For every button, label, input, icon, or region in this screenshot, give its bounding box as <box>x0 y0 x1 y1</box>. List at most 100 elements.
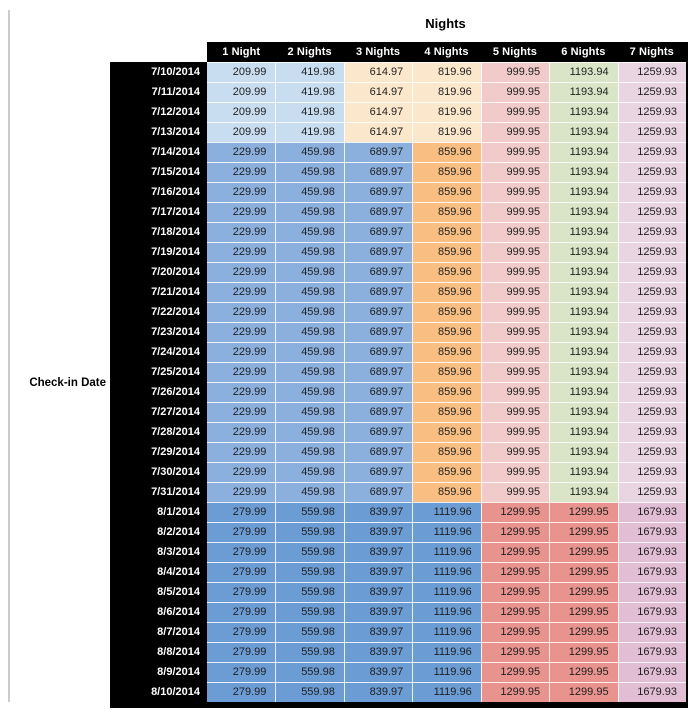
price-cell: 859.96 <box>412 422 481 442</box>
price-cell: 419.98 <box>275 62 344 82</box>
price-cell: 689.97 <box>343 242 413 262</box>
price-cell: 1119.96 <box>412 682 481 702</box>
price-cell: 1299.95 <box>549 642 618 662</box>
price-cell: 209.99 <box>207 82 276 102</box>
price-cell: 559.98 <box>275 642 344 662</box>
price-cell: 689.97 <box>343 302 413 322</box>
price-cell: 459.98 <box>275 302 344 322</box>
price-cell: 689.97 <box>343 362 413 382</box>
price-cell: 279.99 <box>207 662 276 682</box>
price-cell: 1299.95 <box>480 622 550 642</box>
price-cell: 1299.95 <box>480 682 550 702</box>
price-cell: 1299.95 <box>480 602 550 622</box>
price-cell: 689.97 <box>343 342 413 362</box>
column-header-2-nights: 2 Nights <box>275 42 344 62</box>
price-cell: 839.97 <box>343 662 413 682</box>
price-cell: 1259.93 <box>617 402 686 422</box>
price-cell: 209.99 <box>207 62 276 82</box>
row-header-date: 7/26/2014 <box>110 382 207 402</box>
price-cell: 229.99 <box>207 382 276 402</box>
price-cell: 689.97 <box>343 222 413 242</box>
row-header-date: 7/23/2014 <box>110 322 207 342</box>
price-cell: 1193.94 <box>549 422 618 442</box>
price-cell: 559.98 <box>275 562 344 582</box>
price-cell: 229.99 <box>207 202 276 222</box>
price-cell: 1679.93 <box>617 642 686 662</box>
price-cell: 229.99 <box>207 182 276 202</box>
row-header-date: 7/28/2014 <box>110 422 207 442</box>
row-header-date: 8/5/2014 <box>110 582 207 602</box>
price-cell: 1259.93 <box>617 162 686 182</box>
price-cell: 1259.93 <box>617 482 686 502</box>
price-cell: 279.99 <box>207 642 276 662</box>
price-cell: 1259.93 <box>617 422 686 442</box>
row-header-date: 7/16/2014 <box>110 182 207 202</box>
price-cell: 1259.93 <box>617 142 686 162</box>
price-cell: 1193.94 <box>549 482 618 502</box>
price-cell: 1193.94 <box>549 62 618 82</box>
price-cell: 819.96 <box>412 62 481 82</box>
row-header-date: 7/11/2014 <box>110 82 207 102</box>
price-cell: 229.99 <box>207 162 276 182</box>
price-cell: 859.96 <box>412 262 481 282</box>
row-header-date: 8/4/2014 <box>110 562 207 582</box>
price-cell: 229.99 <box>207 282 276 302</box>
price-cell: 1299.95 <box>549 582 618 602</box>
price-cell: 859.96 <box>412 282 481 302</box>
price-cell: 459.98 <box>275 202 344 222</box>
price-cell: 1299.95 <box>549 602 618 622</box>
price-cell: 999.95 <box>480 102 550 122</box>
column-header-6-nights: 6 Nights <box>549 42 618 62</box>
row-header-date: 7/13/2014 <box>110 122 207 142</box>
price-cell: 559.98 <box>275 662 344 682</box>
price-cell: 419.98 <box>275 122 344 142</box>
column-header-7-nights: 7 Nights <box>617 42 686 62</box>
price-cell: 999.95 <box>480 82 550 102</box>
price-cell: 229.99 <box>207 242 276 262</box>
price-cell: 859.96 <box>412 322 481 342</box>
price-cell: 1193.94 <box>549 462 618 482</box>
price-cell: 459.98 <box>275 382 344 402</box>
price-cell: 1259.93 <box>617 302 686 322</box>
price-cell: 1679.93 <box>617 522 686 542</box>
price-cell: 419.98 <box>275 102 344 122</box>
price-cell: 229.99 <box>207 222 276 242</box>
price-cell: 1193.94 <box>549 82 618 102</box>
row-header-date: 8/3/2014 <box>110 542 207 562</box>
row-header-date: 7/19/2014 <box>110 242 207 262</box>
row-header-date: 7/21/2014 <box>110 282 207 302</box>
price-cell: 1259.93 <box>617 182 686 202</box>
price-cell: 999.95 <box>480 202 550 222</box>
price-cell: 559.98 <box>275 542 344 562</box>
price-cell: 839.97 <box>343 582 413 602</box>
price-cell: 1259.93 <box>617 442 686 462</box>
price-cell: 419.98 <box>275 82 344 102</box>
row-header-date: 7/22/2014 <box>110 302 207 322</box>
price-cell: 1193.94 <box>549 402 618 422</box>
price-cell: 229.99 <box>207 402 276 422</box>
price-cell: 559.98 <box>275 602 344 622</box>
price-cell: 1259.93 <box>617 462 686 482</box>
price-cell: 1259.93 <box>617 222 686 242</box>
price-cell: 229.99 <box>207 422 276 442</box>
price-cell: 1259.93 <box>617 282 686 302</box>
price-cell: 279.99 <box>207 582 276 602</box>
price-cell: 1259.93 <box>617 242 686 262</box>
price-cell: 859.96 <box>412 302 481 322</box>
price-cell: 1193.94 <box>549 182 618 202</box>
price-cell: 229.99 <box>207 262 276 282</box>
price-cell: 1193.94 <box>549 442 618 462</box>
price-cell: 689.97 <box>343 382 413 402</box>
price-cell: 229.99 <box>207 302 276 322</box>
column-header-5-nights: 5 Nights <box>480 42 550 62</box>
price-cell: 1299.95 <box>480 662 550 682</box>
price-cell: 614.97 <box>343 62 413 82</box>
price-cell: 999.95 <box>480 422 550 442</box>
price-cell: 999.95 <box>480 322 550 342</box>
row-header-date: 7/25/2014 <box>110 362 207 382</box>
row-header-date: 7/29/2014 <box>110 442 207 462</box>
price-cell: 1193.94 <box>549 362 618 382</box>
price-cell: 1119.96 <box>412 662 481 682</box>
price-cell: 1259.93 <box>617 322 686 342</box>
row-header-date: 7/27/2014 <box>110 402 207 422</box>
